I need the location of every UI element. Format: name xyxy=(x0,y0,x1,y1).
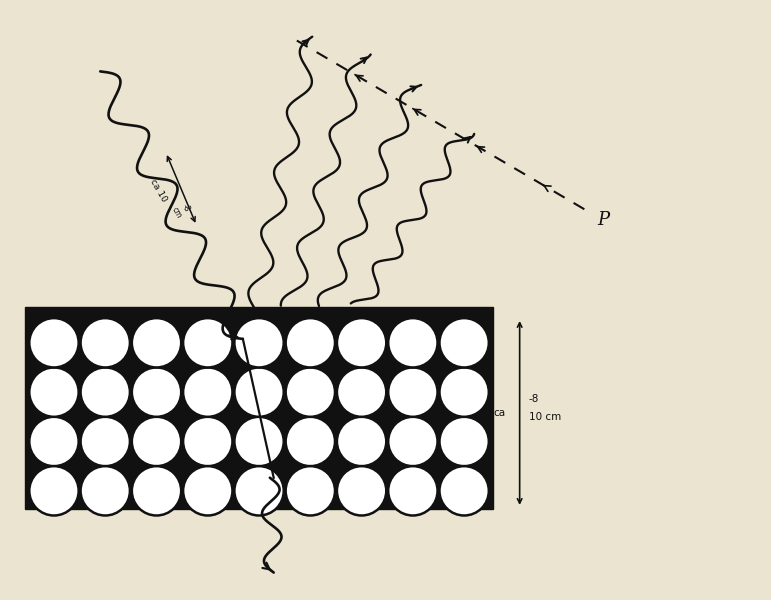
Circle shape xyxy=(80,367,130,417)
Circle shape xyxy=(285,367,335,417)
Circle shape xyxy=(389,466,438,515)
Circle shape xyxy=(183,417,233,466)
Circle shape xyxy=(183,318,233,367)
Circle shape xyxy=(285,318,335,367)
Circle shape xyxy=(132,367,181,417)
Circle shape xyxy=(337,466,386,515)
Circle shape xyxy=(80,466,130,515)
Circle shape xyxy=(132,318,181,367)
Circle shape xyxy=(183,367,233,417)
Text: -8
cm: -8 cm xyxy=(170,200,193,220)
Circle shape xyxy=(337,367,386,417)
Circle shape xyxy=(183,466,233,515)
Circle shape xyxy=(234,318,284,367)
Circle shape xyxy=(29,318,79,367)
Text: ca 10: ca 10 xyxy=(148,178,168,204)
Circle shape xyxy=(80,417,130,466)
Circle shape xyxy=(439,466,489,515)
Circle shape xyxy=(389,318,438,367)
Text: P: P xyxy=(598,211,610,229)
Circle shape xyxy=(337,417,386,466)
Text: 10 cm: 10 cm xyxy=(529,412,561,422)
Circle shape xyxy=(29,466,79,515)
Circle shape xyxy=(132,466,181,515)
Circle shape xyxy=(439,367,489,417)
Circle shape xyxy=(132,417,181,466)
Circle shape xyxy=(234,367,284,417)
Circle shape xyxy=(29,367,79,417)
Circle shape xyxy=(389,417,438,466)
Circle shape xyxy=(337,318,386,367)
Text: -8: -8 xyxy=(529,394,539,404)
Circle shape xyxy=(285,417,335,466)
Circle shape xyxy=(285,466,335,515)
Circle shape xyxy=(389,367,438,417)
Circle shape xyxy=(439,417,489,466)
Circle shape xyxy=(439,318,489,367)
Text: ca: ca xyxy=(493,408,506,418)
Circle shape xyxy=(80,318,130,367)
Bar xyxy=(25,307,493,509)
Circle shape xyxy=(234,466,284,515)
Circle shape xyxy=(29,417,79,466)
Circle shape xyxy=(234,417,284,466)
